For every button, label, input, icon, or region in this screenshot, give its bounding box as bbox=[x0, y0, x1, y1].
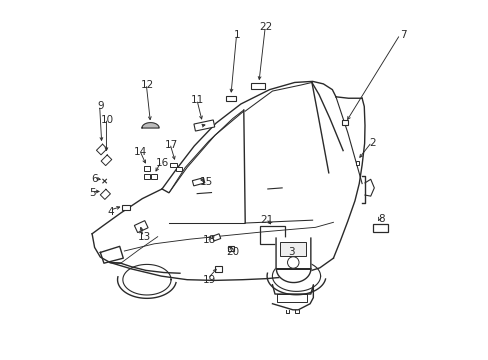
Polygon shape bbox=[143, 174, 150, 179]
Text: 5: 5 bbox=[89, 188, 95, 198]
Text: 1: 1 bbox=[234, 30, 240, 40]
Text: 15: 15 bbox=[200, 177, 213, 187]
Polygon shape bbox=[342, 120, 347, 125]
Polygon shape bbox=[194, 120, 214, 131]
Text: 13: 13 bbox=[137, 232, 150, 242]
Text: 16: 16 bbox=[156, 158, 169, 168]
Polygon shape bbox=[134, 221, 148, 233]
Polygon shape bbox=[251, 83, 264, 89]
Text: 6: 6 bbox=[91, 174, 98, 184]
Text: 21: 21 bbox=[260, 215, 273, 225]
Bar bbox=[259, 226, 285, 244]
Text: 2: 2 bbox=[369, 139, 375, 148]
Text: 3: 3 bbox=[288, 247, 295, 257]
Polygon shape bbox=[212, 234, 220, 241]
Text: 9: 9 bbox=[97, 102, 103, 112]
Text: 19: 19 bbox=[203, 275, 216, 285]
Text: 12: 12 bbox=[140, 80, 153, 90]
Polygon shape bbox=[151, 174, 157, 179]
Polygon shape bbox=[100, 189, 110, 199]
Polygon shape bbox=[355, 161, 359, 165]
Text: 10: 10 bbox=[101, 115, 114, 125]
Text: 4: 4 bbox=[107, 207, 114, 217]
Text: 14: 14 bbox=[134, 147, 147, 157]
Bar bbox=[280, 242, 305, 256]
Polygon shape bbox=[142, 123, 159, 128]
Polygon shape bbox=[227, 246, 233, 251]
Text: 18: 18 bbox=[203, 235, 216, 245]
Polygon shape bbox=[176, 167, 182, 171]
Polygon shape bbox=[122, 206, 130, 211]
Text: 11: 11 bbox=[191, 95, 204, 105]
Polygon shape bbox=[276, 238, 310, 283]
Text: 8: 8 bbox=[377, 214, 384, 224]
Text: 20: 20 bbox=[226, 247, 239, 257]
Polygon shape bbox=[101, 155, 112, 166]
Polygon shape bbox=[192, 178, 204, 186]
Circle shape bbox=[287, 257, 298, 268]
Text: 7: 7 bbox=[399, 30, 406, 40]
Polygon shape bbox=[215, 266, 222, 272]
Bar bbox=[372, 224, 387, 231]
Polygon shape bbox=[143, 166, 150, 171]
Polygon shape bbox=[170, 163, 176, 167]
Polygon shape bbox=[96, 144, 107, 155]
Polygon shape bbox=[226, 95, 235, 101]
Text: 17: 17 bbox=[164, 140, 177, 150]
Text: 22: 22 bbox=[259, 22, 272, 32]
